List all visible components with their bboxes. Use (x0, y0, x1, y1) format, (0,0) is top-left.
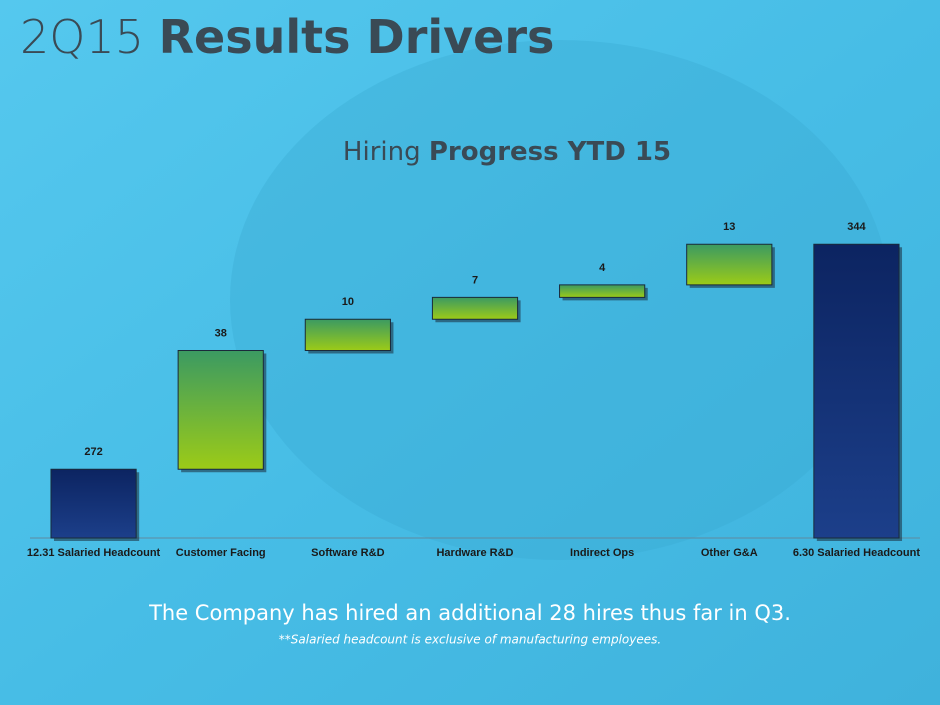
data-label: 13 (723, 221, 735, 233)
data-label: 4 (599, 262, 606, 274)
title-bold: Results Drivers (159, 10, 555, 64)
data-label: 344 (847, 221, 866, 233)
data-label: 7 (472, 274, 478, 286)
annotation: The Company has hired an additional 28 h… (148, 601, 791, 625)
x-tick-label: Hardware R&D (436, 547, 513, 559)
title-light: 2Q15 (20, 10, 144, 64)
background-photo (230, 40, 890, 560)
increase-bar (559, 284, 646, 298)
data-label: 38 (215, 327, 227, 339)
subtitle-bold: Progress YTD 15 (429, 137, 671, 167)
increase-bar (304, 318, 391, 351)
footnote: **Salaried headcount is exclusive of man… (279, 633, 661, 647)
increase-bar (177, 350, 264, 470)
total-bar (50, 468, 137, 539)
x-tick-label: 12.31 Salaried Headcount (27, 547, 161, 559)
chart-title: 2Q15 Results Drivers (20, 10, 554, 64)
x-tick-label: 6.30 Salaried Headcount (793, 547, 920, 559)
increase-bar (686, 243, 773, 286)
total-bar (813, 243, 900, 539)
increase-bar (431, 296, 519, 320)
x-tick-label: Software R&D (311, 547, 384, 559)
x-tick-label: Other G&A (701, 547, 758, 559)
data-label: 272 (84, 446, 102, 458)
subtitle-light: Hiring (343, 137, 421, 167)
x-tick-label: Indirect Ops (570, 547, 634, 559)
x-tick-label: Customer Facing (176, 547, 266, 559)
chart-subtitle: Hiring Progress YTD 15 (343, 137, 671, 167)
data-label: 10 (342, 296, 354, 308)
